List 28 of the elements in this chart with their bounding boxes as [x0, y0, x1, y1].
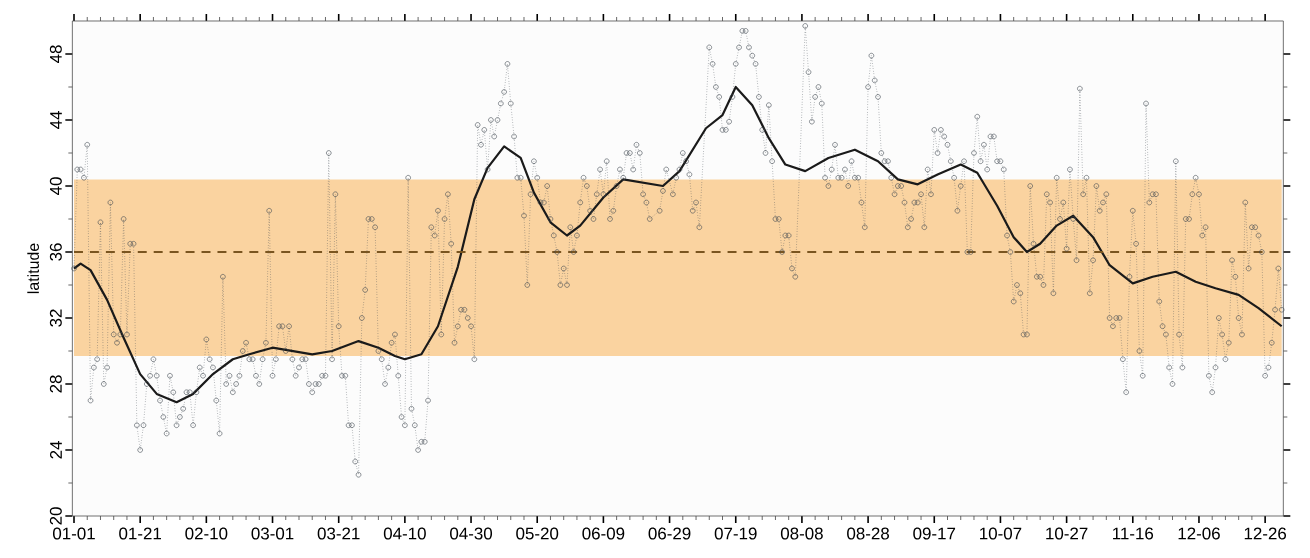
x-tick-label: 08-08 — [780, 527, 823, 540]
x-tick-label: 09-17 — [913, 527, 956, 540]
x-tick-label: 07-19 — [714, 527, 757, 540]
y-axis-title: latitude — [27, 243, 39, 294]
x-tick-label: 01-21 — [119, 527, 161, 540]
x-tick-label: 12-06 — [1178, 527, 1220, 540]
x-tick-label: 03-01 — [251, 527, 294, 540]
x-tick-label: 02-10 — [185, 527, 228, 540]
y-tick-label: 40 — [49, 177, 62, 196]
x-tick-label: 05-20 — [516, 527, 559, 540]
x-tick-label: 11-16 — [1113, 527, 1154, 540]
y-tick-label: 24 — [50, 441, 62, 459]
y-tick-label: 48 — [49, 45, 62, 64]
x-tick-label: 04-30 — [450, 527, 493, 540]
y-tick-label: 20 — [49, 507, 62, 525]
x-tick-label: 03-21 — [317, 527, 360, 540]
x-tick-label: 10-27 — [1046, 527, 1088, 540]
x-tick-label: 12-26 — [1244, 527, 1287, 540]
y-tick-label: 32 — [49, 309, 62, 327]
y-tick-label: 28 — [49, 375, 62, 393]
x-tick-label: 06-09 — [582, 527, 625, 540]
x-tick-label: 08-28 — [847, 527, 890, 540]
y-tick-label: 44 — [50, 111, 62, 130]
x-tick-label: 04-10 — [383, 527, 426, 540]
x-tick-label: 01-01 — [53, 527, 95, 540]
x-tick-label: 06-29 — [648, 527, 691, 540]
y-tick-label: 36 — [49, 243, 62, 261]
x-tick-label: 10-07 — [980, 527, 1022, 540]
